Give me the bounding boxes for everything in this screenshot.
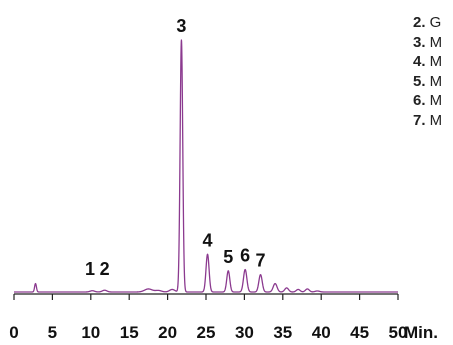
legend-item: 6. M [413,91,453,111]
legend-item-number: 7. [413,111,426,129]
peak-label-7: 7 [256,251,266,271]
legend-item-number: 3. [413,33,426,51]
legend-item-number: 5. [413,72,426,90]
legend-item-number: 6. [413,92,426,109]
legend-item: 7. M [413,111,453,131]
peak-label-6: 6 [240,246,250,266]
x-tick-label: 25 [197,323,216,342]
peak-label-1: 1 [85,259,95,279]
peak-label-4: 4 [203,230,213,250]
legend-item-text: G [425,14,442,31]
trace-layer [13,39,399,293]
legend-item-text: M [425,92,443,109]
peak-label-2: 2 [100,259,110,279]
x-tick-label: 0 [9,323,18,342]
legend-item-text: M [425,72,443,90]
x-tick-label: 35 [273,323,292,342]
peak-labels: 1 2 3 45 6 7 [85,16,266,279]
x-tick-label: 30 [235,323,254,342]
x-axis-unit-label: Min. [404,323,438,342]
legend-item: 3. M [413,33,453,53]
chromatogram-trace [13,39,399,293]
x-tick-label: 50 [389,323,408,342]
x-tick-label: 20 [158,323,177,342]
x-tick-label: 10 [81,323,100,342]
peak-label-5: 5 [223,247,233,267]
legend-item: 2. G [413,13,453,33]
legend-item: 5. M [413,72,453,92]
x-tick-label: 45 [350,323,369,342]
legend-item-text: M [425,111,443,129]
legend-item-number: 2. [413,14,426,31]
peak-label-3: 3 [176,16,186,36]
legend: 2. G 3. M 4. M 5. M 6. M 7. M [413,13,453,130]
x-tick-label: 15 [120,323,139,342]
legend-item: 4. M [413,52,453,72]
x-tick-label: 5 [48,323,57,342]
legend-item-text: M [425,53,443,70]
legend-item-text: M [425,33,443,51]
x-tick-label: 40 [312,323,331,342]
legend-item-number: 4. [413,53,426,70]
